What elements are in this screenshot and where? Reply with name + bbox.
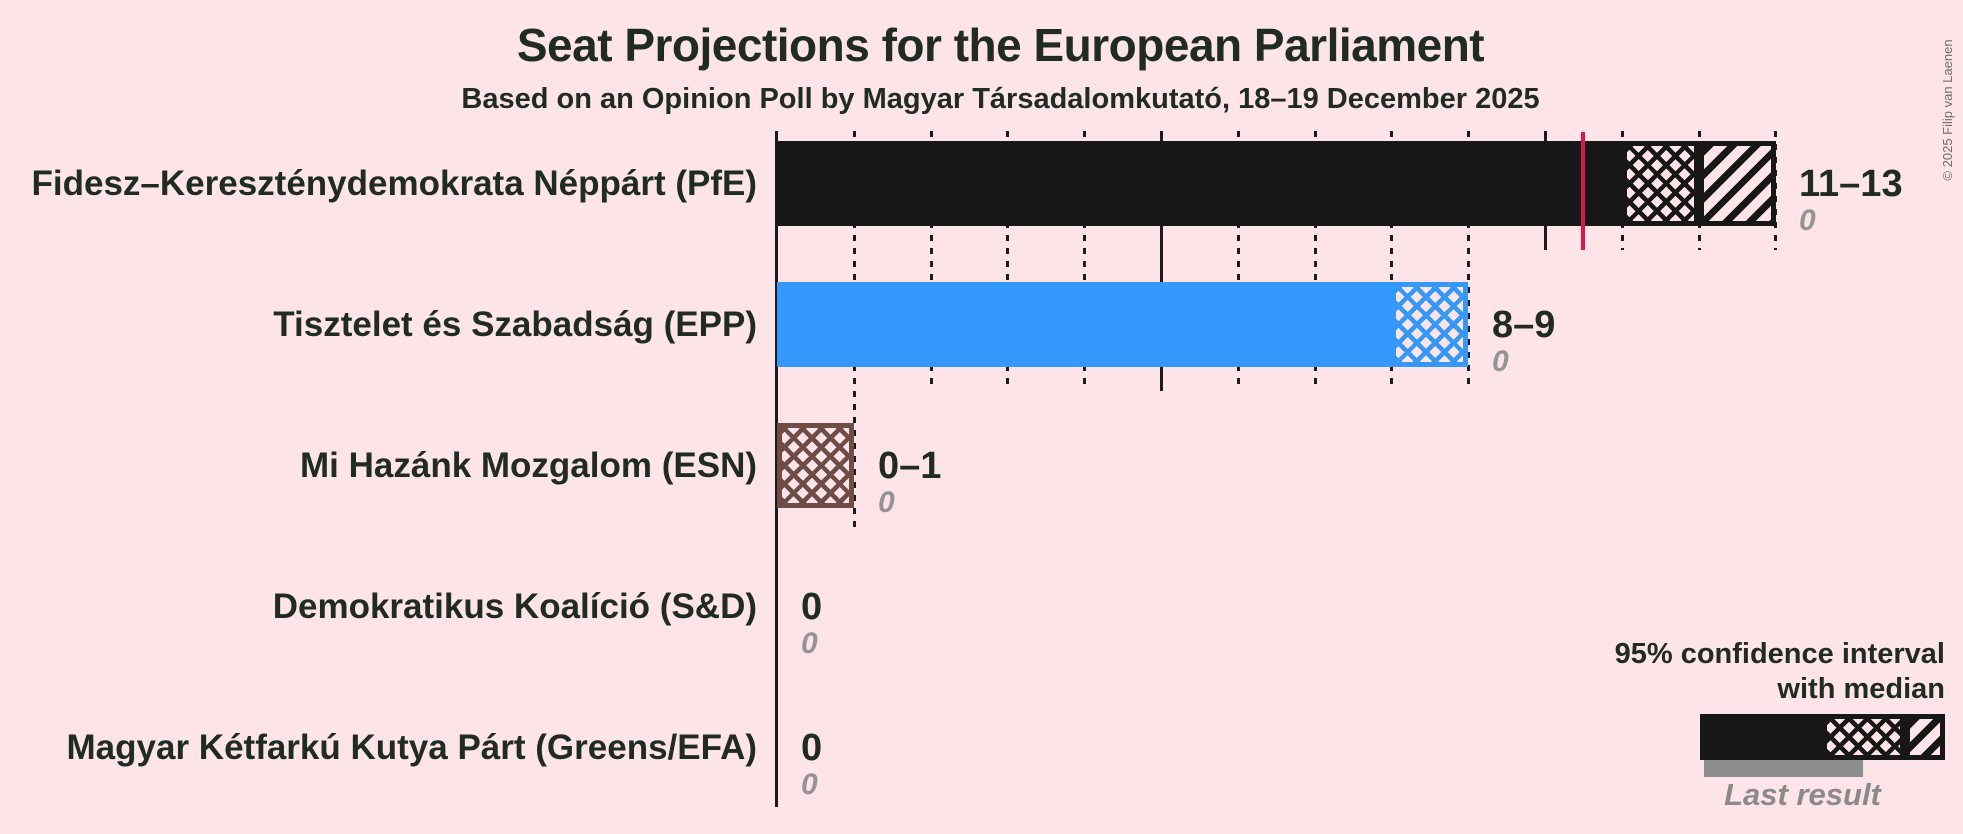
bar-ci-crosshatch-segment: [777, 423, 854, 508]
legend-ci-crosshatch-segment: [1822, 714, 1905, 760]
bar-ci-crosshatch-segment: [1622, 141, 1699, 226]
minor-gridline: [1467, 131, 1470, 391]
last-result-value: 0: [1492, 344, 1509, 378]
minor-gridline: [1390, 131, 1393, 391]
minor-gridline: [1083, 131, 1086, 391]
party-label: Mi Hazánk Mozgalom (ESN): [300, 445, 757, 485]
axis-line: [775, 131, 778, 807]
minor-gridline: [1006, 131, 1009, 391]
bar-solid-segment: [777, 282, 1391, 367]
chart-title: Seat Projections for the European Parlia…: [516, 19, 1485, 71]
seat-projection-value: 0: [801, 585, 823, 628]
legend-ci-diagonal-segment: [1905, 714, 1945, 760]
seat-bar: [777, 141, 1776, 226]
major-gridline: [1160, 131, 1163, 391]
seat-bar: [777, 282, 1468, 367]
last-result-value: 0: [878, 485, 895, 519]
minor-gridline: [1237, 131, 1240, 391]
majority-line: [1581, 132, 1585, 250]
seat-projection-value: 11–13: [1799, 162, 1903, 205]
party-label: Magyar Kétfarkú Kutya Párt (Greens/EFA): [66, 727, 757, 767]
legend-solid-segment: [1700, 714, 1822, 760]
seat-bar: [777, 423, 854, 508]
bar-solid-segment: [777, 141, 1622, 226]
bar-ci-crosshatch-segment: [1391, 282, 1468, 367]
legend-last-result-bar: [1704, 760, 1863, 777]
party-label: Demokratikus Koalíció (S&D): [272, 586, 757, 626]
minor-gridline: [930, 131, 933, 391]
legend-last-result-label: Last result: [1724, 777, 1881, 812]
legend-ci-label-line1: 95% confidence interval: [1614, 638, 1945, 670]
last-result-value: 0: [1799, 203, 1816, 237]
last-result-value: 0: [801, 626, 818, 660]
party-label: Tisztelet és Szabadság (EPP): [273, 304, 757, 344]
legend-ci-label-line2: with median: [1777, 673, 1945, 705]
minor-gridline: [1314, 131, 1317, 391]
seat-projection-value: 8–9: [1492, 303, 1556, 346]
copyright-notice: © 2025 Filip van Laenen: [1940, 39, 1955, 181]
seat-projection-value: 0–1: [878, 444, 942, 487]
bar-ci-diagonal-segment: [1699, 141, 1776, 226]
chart-subtitle: Based on an Opinion Poll by Magyar Társa…: [461, 83, 1540, 115]
party-label: Fidesz–Kereszténydemokrata Néppárt (PfE): [31, 163, 758, 203]
seat-projection-value: 0: [801, 726, 823, 769]
last-result-value: 0: [801, 767, 818, 801]
legend-sample-bar: [1700, 714, 1945, 760]
